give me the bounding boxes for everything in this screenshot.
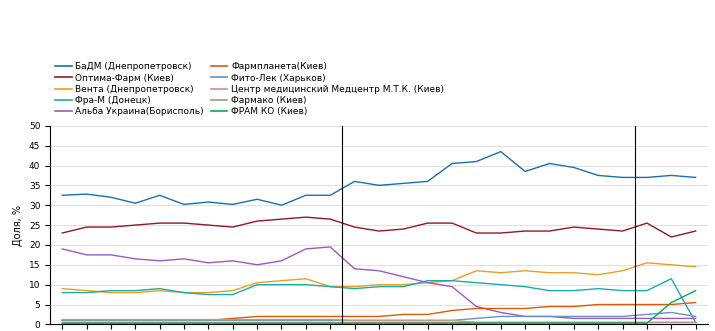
Y-axis label: Доля, %: Доля, % — [14, 205, 24, 246]
Legend: БаДМ (Днепропетровск), Оптима-Фарм (Киев), Вента (Днепропетровск), Фра-М (Донецк: БаДМ (Днепропетровск), Оптима-Фарм (Киев… — [54, 62, 445, 117]
